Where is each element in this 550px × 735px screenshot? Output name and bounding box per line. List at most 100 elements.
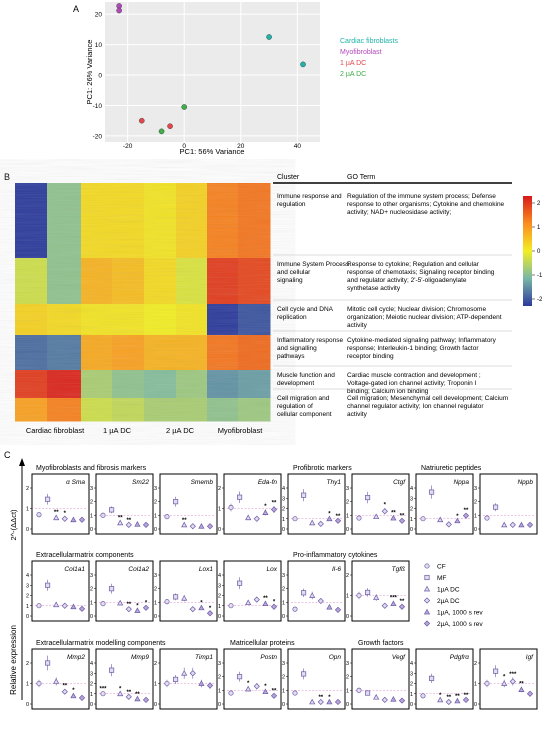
qpcr-subpanel: Vegf 0 1 2 3 (346, 648, 410, 710)
qpcr-subpanel: Sm22 0 1 2 3 ** ** (90, 473, 154, 535)
gene-label: Vegf (392, 654, 406, 661)
data-point (181, 521, 188, 528)
y-tick-label: 0 (282, 614, 285, 620)
data-point (245, 685, 252, 692)
y-tick-label: 0 (154, 527, 157, 533)
data-point (398, 603, 406, 610)
data-point (356, 592, 362, 599)
subpanel-frame (351, 560, 410, 622)
go-term-text: Cardiac muscle contraction and developme… (347, 372, 481, 395)
legend-label: 1µA DC (437, 586, 460, 593)
cluster-name: Cell cycle and DNA replication (277, 306, 334, 321)
significance-mark: ** (272, 689, 277, 695)
legend-label: MF (437, 575, 446, 582)
y-tick-label: 1 (26, 507, 29, 513)
data-point (109, 667, 115, 673)
data-point (309, 519, 316, 526)
data-point (78, 694, 86, 701)
colorbar-ticks: 2 1 0 -1 -2 (532, 201, 543, 303)
data-point (424, 574, 430, 581)
y-tick-label: 3 (26, 583, 29, 589)
y-tick-label: 2 (346, 500, 349, 506)
data-point (437, 516, 444, 523)
subpanel-frame (159, 473, 218, 535)
significance-mark: * (503, 674, 506, 680)
section-title: Pro-inflammatory cytokines (293, 552, 378, 559)
pca-legend-entry: 2 µA DC (340, 71, 366, 78)
data-point (390, 600, 397, 607)
section-title: Natriuretic peptides (421, 465, 482, 472)
data-point (70, 516, 77, 523)
y-tick-label: 2 (282, 587, 285, 593)
cluster-name: Cell migration and regulation of cellular … (277, 395, 332, 418)
data-point (142, 521, 150, 528)
panel-b-label: B (4, 172, 10, 182)
colorbar-gradient (523, 196, 532, 306)
pca-point (167, 123, 173, 129)
data-point (36, 512, 42, 518)
y-tick-label: 3 (90, 671, 93, 677)
heatmap-column-label-mf: Myofibroblast (218, 426, 264, 435)
data-point (398, 517, 406, 524)
data-point (429, 489, 435, 495)
significance-mark: * (200, 601, 203, 607)
data-point (437, 696, 444, 703)
data-point (365, 589, 371, 595)
y-tick-label: 3 (90, 486, 93, 492)
data-point (189, 523, 196, 530)
data-point (326, 698, 333, 705)
subpanel-frame (159, 560, 218, 622)
significance-mark: *** (509, 672, 517, 678)
panel-a-label: A (73, 4, 79, 14)
significance-mark: ** (519, 682, 524, 688)
data-point (262, 509, 269, 515)
data-point (237, 674, 243, 680)
pca-legend-entry: Cardiac fibroblasts (340, 38, 398, 45)
subpanel-frame (95, 648, 154, 710)
data-point (45, 496, 51, 502)
qpcr-subpanel: Tgfß 0 1 2 ***** (346, 560, 410, 622)
data-point (493, 504, 499, 510)
data-point (45, 660, 51, 666)
y-tick-label: 0 (90, 614, 93, 620)
section-titles: Myofibroblasts and fibrosis markers Profi… (36, 465, 482, 647)
y-tick-label: 3 (218, 661, 221, 667)
subpanel-frame (479, 648, 538, 710)
subpanel-frame (95, 560, 154, 622)
data-point (390, 695, 397, 702)
data-point (53, 678, 60, 684)
y-tick-label: 0 (474, 702, 477, 708)
data-point (292, 690, 298, 696)
data-point (173, 676, 179, 682)
significance-mark: ** (126, 602, 131, 608)
data-point (189, 670, 196, 677)
gene-label: Mmp9 (131, 654, 149, 661)
data-point (301, 671, 307, 677)
data-point (36, 603, 42, 609)
legend-label: 1µA, 1000 s rev (437, 609, 483, 616)
data-point (501, 521, 508, 528)
y-tick-label: 3 (410, 496, 413, 502)
significance-mark: * (264, 504, 267, 510)
data-point (429, 675, 435, 681)
y-tick-label: 3 (410, 671, 413, 677)
data-point (526, 521, 534, 528)
y-tick-label: 1 (282, 517, 285, 523)
pca-tick-labels: -20 0 20 40 -20 -10 0 10 20 (93, 12, 302, 150)
subpanel-frame (287, 648, 346, 710)
subpanel-frame (415, 473, 474, 535)
data-point (181, 595, 188, 601)
y-tick-label: 0 (282, 527, 285, 533)
y-tick-label: 1 (218, 688, 221, 694)
data-point (61, 515, 68, 522)
data-point (253, 515, 260, 522)
data-point (228, 504, 234, 511)
y-tick-label: 1 (154, 513, 157, 519)
significance-mark: ** (336, 514, 341, 520)
gene-label: Pdgfrα (450, 654, 470, 661)
